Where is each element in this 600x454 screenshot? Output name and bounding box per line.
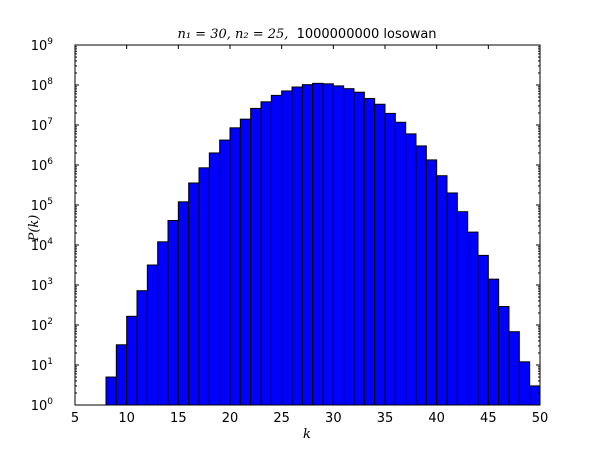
y-tick-label: 105 xyxy=(31,197,53,214)
y-tick-label: 102 xyxy=(31,317,53,334)
y-axis-label: P(k) xyxy=(27,215,42,243)
bar-k-39 xyxy=(425,159,438,406)
bar-k-41 xyxy=(446,192,458,406)
bars-group xyxy=(105,82,541,406)
y-tick-label: 106 xyxy=(31,157,54,174)
bar-k-13 xyxy=(157,241,169,406)
x-tick-label: 50 xyxy=(532,411,549,426)
bar-k-15 xyxy=(177,201,190,406)
x-tick-label: 40 xyxy=(428,411,445,426)
bar-k-23 xyxy=(260,101,272,406)
bar-k-12 xyxy=(146,264,159,406)
bar-k-30 xyxy=(332,85,345,406)
bar-k-40 xyxy=(436,175,448,406)
plot-frame xyxy=(74,44,541,406)
bar-k-32 xyxy=(353,91,365,406)
y-tick-label: 107 xyxy=(31,117,53,134)
bar-k-18 xyxy=(208,152,221,406)
bar-k-19 xyxy=(219,139,231,406)
bar-k-42 xyxy=(456,211,469,406)
bar-k-38 xyxy=(415,145,427,406)
bar-k-49 xyxy=(529,385,541,406)
bar-k-48 xyxy=(518,361,531,406)
bar-k-24 xyxy=(270,94,283,406)
bar-k-47 xyxy=(508,331,520,406)
bar-k-45 xyxy=(487,278,500,406)
x-tick-label: 30 xyxy=(325,411,342,426)
bar-k-21 xyxy=(239,118,252,406)
bar-k-31 xyxy=(343,88,355,406)
bar-k-34 xyxy=(374,103,386,406)
bar-k-35 xyxy=(384,112,396,406)
bar-k-16 xyxy=(188,182,200,406)
bar-k-33 xyxy=(363,97,376,406)
y-tick-label: 103 xyxy=(31,277,53,294)
bar-k-14 xyxy=(167,219,179,406)
x-tick-label: 5 xyxy=(71,411,79,426)
x-tick-label: 15 xyxy=(170,411,187,426)
y-tick-label: 109 xyxy=(31,37,54,54)
bar-k-27 xyxy=(301,84,314,406)
bar-k-9 xyxy=(115,344,128,406)
bar-k-11 xyxy=(136,290,148,406)
bar-k-26 xyxy=(291,86,303,406)
x-tick-label: 35 xyxy=(377,411,394,426)
y-tick-label: 101 xyxy=(31,357,53,374)
y-tick-label: 100 xyxy=(31,397,54,414)
bar-k-43 xyxy=(467,231,479,406)
bar-k-46 xyxy=(498,306,510,406)
bar-k-28 xyxy=(312,82,324,406)
bar-k-8 xyxy=(105,376,117,406)
bar-k-44 xyxy=(477,254,489,406)
bar-k-10 xyxy=(126,315,138,406)
title-math: n₁ = 30, n₂ = 25, xyxy=(177,27,288,42)
bar-k-36 xyxy=(394,121,407,406)
x-tick-label: 20 xyxy=(222,411,239,426)
chart-title: n₁ = 30, n₂ = 25, 1000000000 losowan xyxy=(177,27,436,42)
x-axis-label: k xyxy=(303,427,311,442)
bar-k-37 xyxy=(405,133,417,406)
x-tick-label: 10 xyxy=(118,411,135,426)
bar-k-29 xyxy=(322,83,334,406)
bar-k-17 xyxy=(198,167,210,406)
y-tick-label: 108 xyxy=(31,77,54,94)
bar-k-20 xyxy=(229,127,241,406)
x-tick-label: 25 xyxy=(273,411,290,426)
bar-k-25 xyxy=(281,90,293,406)
bar-k-22 xyxy=(250,107,262,406)
title-text: 1000000000 losowan xyxy=(297,27,437,42)
x-tick-label: 45 xyxy=(480,411,497,426)
